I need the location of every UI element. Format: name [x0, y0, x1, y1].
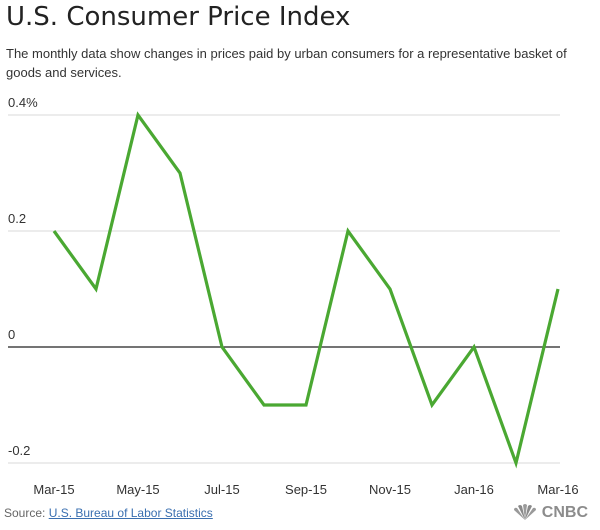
series-line-group	[52, 111, 560, 469]
y-tick-label: 0.2	[8, 211, 26, 226]
x-tick-label: Nov-15	[369, 482, 411, 497]
y-tick-label: 0	[8, 327, 15, 342]
x-tick-label: Jan-16	[454, 482, 494, 497]
x-tick-label: May-15	[116, 482, 159, 497]
peacock-icon	[513, 504, 536, 520]
y-tick-label: -0.2	[8, 443, 30, 458]
x-tick-label: Jul-15	[204, 482, 239, 497]
line-chart: 0.4% 0.2 0 -0.2 Mar-15 May-15 Jul-15 Sep-15 Nov…	[8, 95, 579, 497]
source-prefix: Source:	[4, 506, 49, 520]
x-tick-label: Sep-15	[285, 482, 327, 497]
cnbc-logo: CNBC	[512, 504, 588, 522]
x-tick-label: Mar-15	[33, 482, 74, 497]
gridlines	[8, 114, 560, 464]
y-axis-ticks: 0.4% 0.2 0 -0.2	[8, 95, 38, 458]
series-line	[52, 111, 560, 469]
source-note: Source: U.S. Bureau of Labor Statistics	[4, 506, 213, 520]
brand-name: CNBC	[541, 504, 588, 521]
y-tick-label: 0.4%	[8, 95, 38, 110]
source-link[interactable]: U.S. Bureau of Labor Statistics	[48, 506, 213, 520]
chart-subtitle: The monthly data show changes in prices …	[6, 46, 567, 80]
chart-title: U.S. Consumer Price Index	[6, 2, 351, 32]
x-axis-ticks: Mar-15 May-15 Jul-15 Sep-15 Nov-15 Jan-16 Mar-…	[33, 482, 578, 497]
x-tick-label: Mar-16	[537, 482, 578, 497]
